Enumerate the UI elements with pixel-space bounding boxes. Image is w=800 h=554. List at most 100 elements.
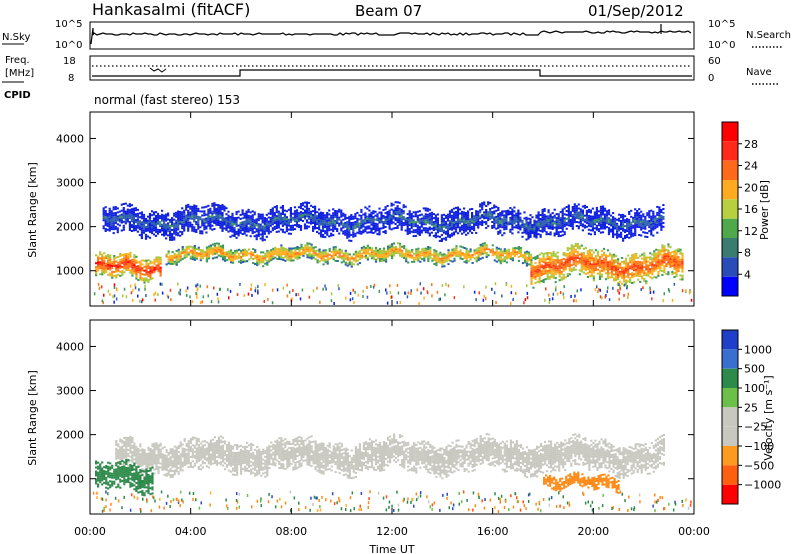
range-cell <box>599 223 603 226</box>
range-cell <box>590 263 593 266</box>
noise-cell <box>601 296 603 300</box>
range-cell <box>418 226 421 229</box>
range-cell <box>99 273 102 276</box>
range-cell <box>120 203 123 206</box>
range-cell <box>330 218 333 221</box>
range-cell <box>543 215 546 218</box>
range-cell <box>213 242 216 245</box>
range-cell <box>591 223 594 226</box>
range-cell <box>551 228 554 230</box>
range-cell <box>165 231 168 234</box>
range-cell <box>157 260 160 263</box>
range-cell <box>507 248 510 251</box>
noise-cell <box>627 292 630 296</box>
noise-cell <box>619 287 621 291</box>
range-cell <box>475 231 478 234</box>
range-cell <box>307 225 311 228</box>
range-cell <box>657 255 660 257</box>
range-cell <box>312 206 315 209</box>
range-cell <box>336 250 339 253</box>
range-cell <box>667 257 670 260</box>
range-cell <box>638 234 641 236</box>
range-cell <box>655 258 658 261</box>
range-cell <box>426 213 429 216</box>
range-cell <box>437 255 440 258</box>
range-cell <box>295 215 299 218</box>
range-cell <box>127 259 130 262</box>
range-cell <box>305 211 309 214</box>
range-cell <box>628 222 631 225</box>
range-cell <box>298 252 301 255</box>
range-cell <box>334 214 337 216</box>
range-cell <box>497 230 500 233</box>
range-cell <box>322 263 325 266</box>
range-cell <box>352 229 355 232</box>
range-cell <box>525 250 529 253</box>
range-cell <box>239 223 242 226</box>
range-cell <box>533 221 536 224</box>
range-cell <box>255 220 258 223</box>
range-cell <box>644 225 647 228</box>
range-cell <box>667 273 670 276</box>
range-cell <box>122 216 125 219</box>
range-cell <box>350 239 353 242</box>
range-cell <box>235 223 238 225</box>
range-cell <box>608 268 612 271</box>
range-cell <box>364 222 367 225</box>
range-cell <box>122 208 125 211</box>
range-cell <box>247 210 250 213</box>
range-cell <box>154 226 158 229</box>
range-cell <box>406 221 409 223</box>
range-cell <box>624 221 627 224</box>
range-cell <box>560 260 563 263</box>
range-cell <box>267 216 270 219</box>
range-cell <box>390 204 393 207</box>
range-cell <box>471 262 474 264</box>
range-cell <box>557 221 560 224</box>
range-cell <box>233 231 236 233</box>
range-cell <box>517 252 520 254</box>
range-cell <box>389 244 392 247</box>
range-cell <box>267 230 270 233</box>
range-cell <box>289 226 292 229</box>
range-cell <box>586 276 589 278</box>
range-cell <box>289 232 292 235</box>
range-cell <box>272 255 275 258</box>
range-cell <box>403 245 406 248</box>
range-cell <box>197 217 200 220</box>
range-cell <box>455 255 458 258</box>
range-cell <box>354 258 357 261</box>
range-cell <box>612 234 615 236</box>
range-cell <box>627 272 630 275</box>
range-cell <box>286 254 289 257</box>
range-cell <box>641 271 644 274</box>
range-cell <box>165 213 168 216</box>
range-cell <box>277 226 280 229</box>
range-cell <box>277 224 280 227</box>
range-cell <box>307 209 311 212</box>
range-cell <box>603 219 607 222</box>
range-cell <box>136 208 139 211</box>
range-cell <box>264 258 267 261</box>
range-cell <box>354 252 357 255</box>
range-cell <box>426 215 429 218</box>
range-cell <box>203 206 206 209</box>
range-cell <box>141 269 144 272</box>
range-cell <box>264 254 267 257</box>
range-cell <box>601 205 605 208</box>
range-cell <box>589 229 592 232</box>
range-cell <box>417 247 420 250</box>
range-cell <box>229 251 233 254</box>
range-cell <box>374 250 378 253</box>
range-cell <box>617 284 620 286</box>
range-cell <box>568 263 571 266</box>
range-cell <box>467 222 470 225</box>
range-cell <box>245 212 248 215</box>
range-cell <box>418 218 421 221</box>
range-cell <box>517 217 520 220</box>
range-cell <box>449 253 452 256</box>
range-cell <box>607 221 611 224</box>
range-cell <box>450 208 454 211</box>
range-cell <box>270 257 273 260</box>
range-cell <box>114 214 117 216</box>
